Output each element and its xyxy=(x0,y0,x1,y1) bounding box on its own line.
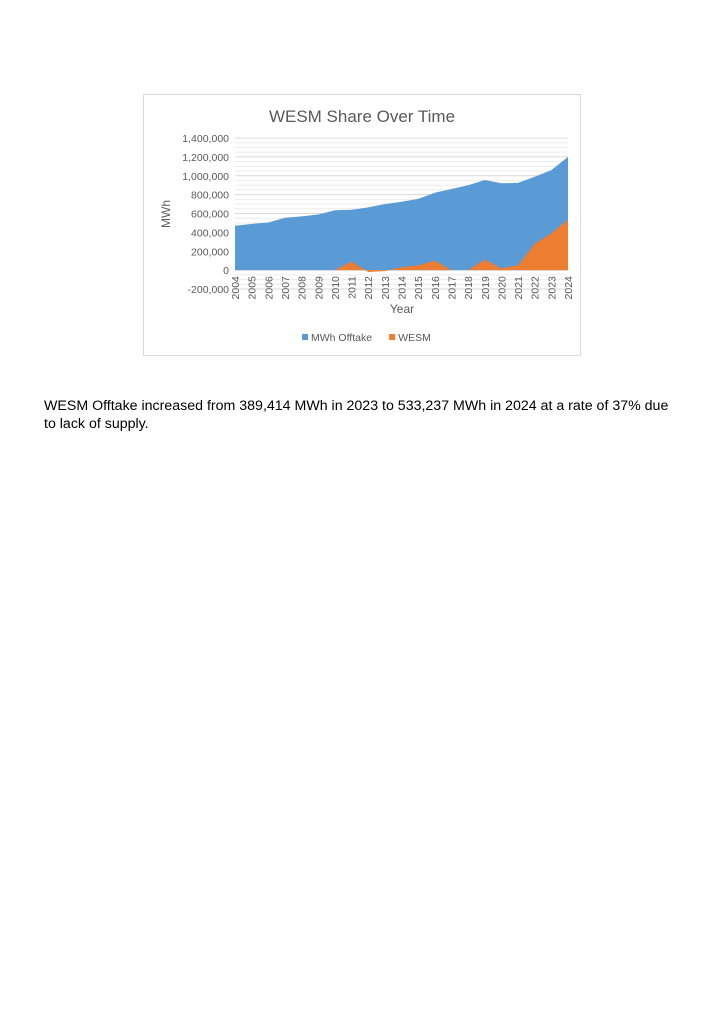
x-tick-label: 2011 xyxy=(347,276,359,299)
y-tick-label: 0 xyxy=(223,265,229,277)
x-tick-label: 2016 xyxy=(430,276,442,300)
series-areas xyxy=(234,156,569,273)
x-tick-label: 2004 xyxy=(230,276,242,300)
x-tick-label: 2015 xyxy=(413,276,425,300)
y-tick-label: 200,000 xyxy=(191,246,229,258)
legend: MWh Offtake WESM xyxy=(302,332,431,344)
x-tick-label: 2007 xyxy=(280,276,292,300)
x-tick-label: 2010 xyxy=(330,276,342,300)
x-tick-label: 2008 xyxy=(297,276,309,300)
x-tick-label: 2024 xyxy=(563,276,575,300)
x-tick-label: 2018 xyxy=(463,276,475,300)
legend-swatch xyxy=(389,334,396,340)
y-tick-label: 800,000 xyxy=(191,190,229,202)
legend-label: MWh Offtake xyxy=(311,332,372,344)
y-tick-label: 400,000 xyxy=(191,227,229,239)
x-tick-label: 2021 xyxy=(513,276,525,300)
x-tick-label: 2009 xyxy=(313,276,325,300)
x-tick-label: 2023 xyxy=(546,276,558,300)
area-wesm xyxy=(235,219,568,273)
y-tick-label: 1,000,000 xyxy=(182,171,229,183)
x-tick-label: 2014 xyxy=(397,276,409,300)
x-tick-label: 2005 xyxy=(247,276,259,300)
chart-title: WESM Share Over Time xyxy=(269,107,455,126)
x-tick-label: 2012 xyxy=(363,276,375,300)
x-tick-label: 2006 xyxy=(263,276,275,300)
y-tick-label: 1,200,000 xyxy=(182,152,229,164)
x-axis-label: Year xyxy=(390,302,414,316)
caption-text: WESM Offtake increased from 389,414 MWh … xyxy=(44,398,669,432)
area-chart: WESM Share Over Time -200,000 0 200,000 400… xyxy=(159,107,575,344)
x-tick-label: 2017 xyxy=(446,276,458,300)
x-tick-label: 2022 xyxy=(530,276,542,300)
y-tick-label: 1,400,000 xyxy=(182,133,229,145)
chart-frame: WESM Share Over Time -200,000 0 200,000 400… xyxy=(143,94,581,356)
y-axis-label: MWh xyxy=(159,200,173,228)
y-tick-labels: -200,000 0 200,000 400,000 600,000 800,000 1,0… xyxy=(182,133,229,296)
x-tick-label: 2013 xyxy=(380,276,392,300)
area-mwh-offtake xyxy=(235,156,568,271)
x-tick-label: 2020 xyxy=(496,276,508,300)
legend-label: WESM xyxy=(398,332,431,344)
y-tick-label: -200,000 xyxy=(188,284,230,296)
legend-swatch xyxy=(302,334,308,340)
x-tick-label: 2019 xyxy=(480,276,492,300)
y-tick-label: 600,000 xyxy=(191,209,229,221)
x-tick-labels: 2004 2005 2006 2007 2008 2009 2010 2011 2012 2013… xyxy=(230,276,575,300)
